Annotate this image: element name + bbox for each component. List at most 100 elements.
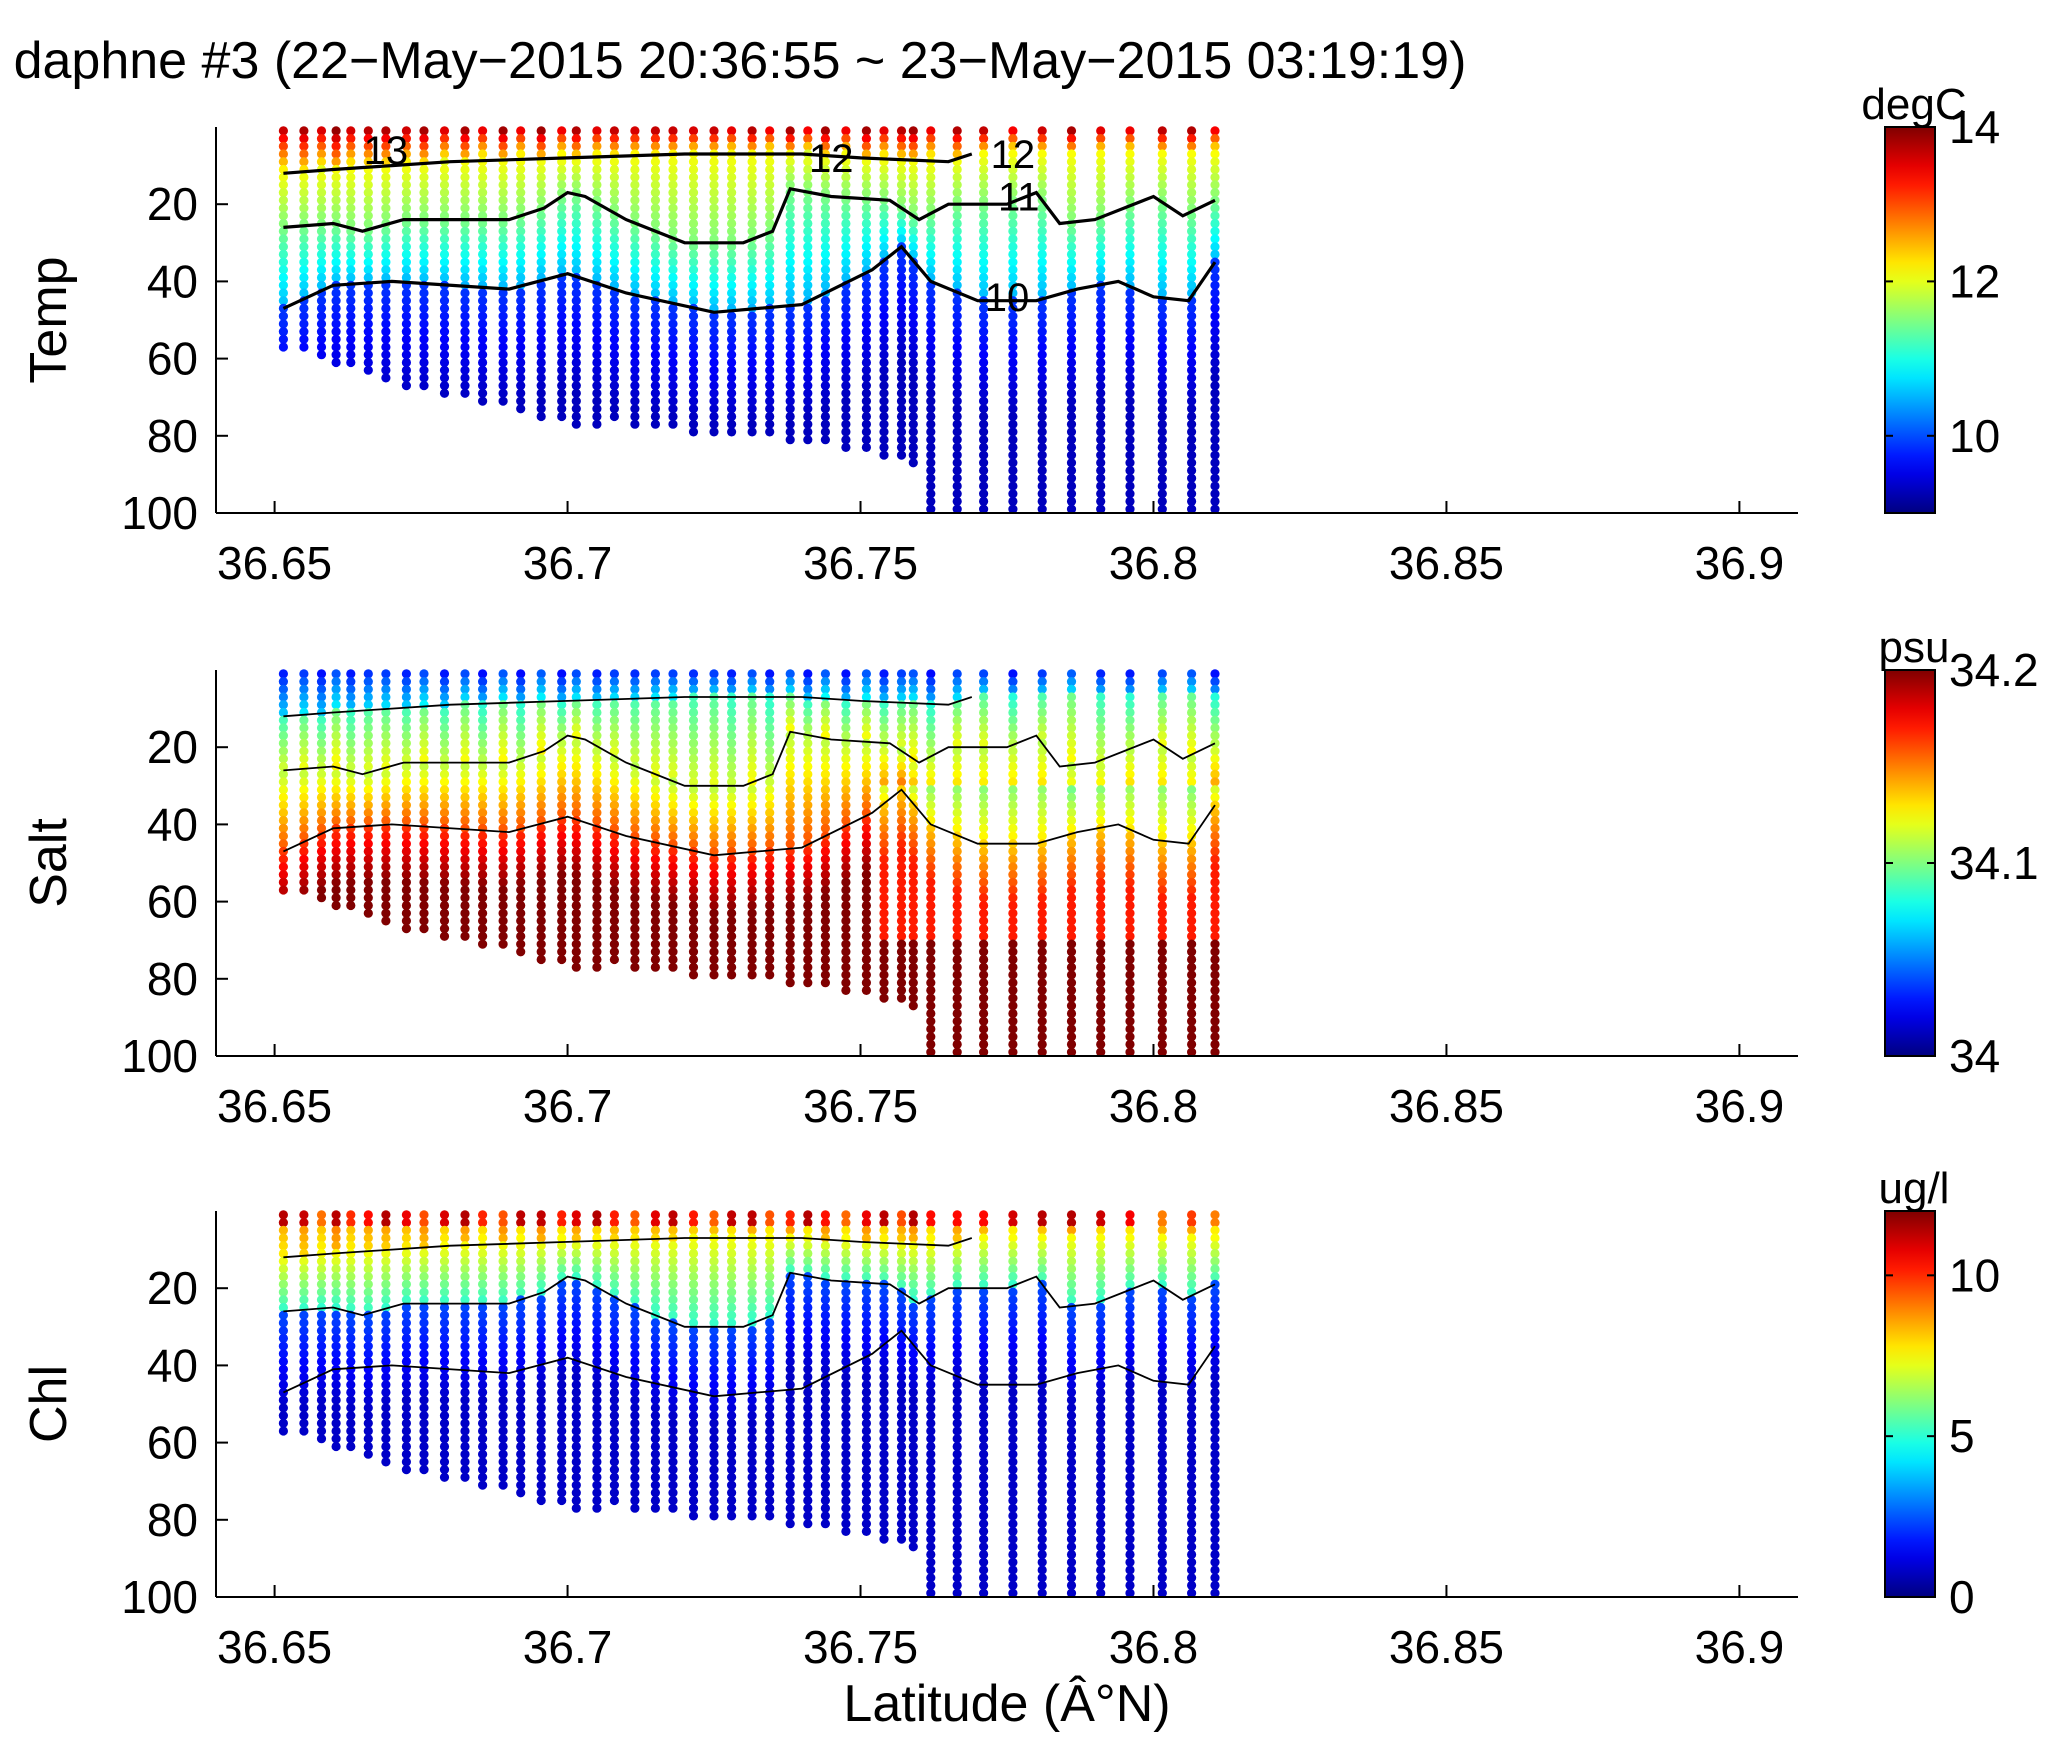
- data-point: [478, 265, 488, 275]
- data-point: [592, 365, 602, 375]
- data-point: [498, 319, 508, 329]
- data-point: [557, 404, 567, 414]
- data-point: [785, 365, 795, 375]
- data-point: [668, 249, 678, 259]
- data-point: [439, 342, 450, 352]
- data-point: [879, 411, 889, 422]
- data-point: [278, 234, 288, 244]
- data-point: [727, 265, 737, 275]
- data-point: [727, 427, 737, 437]
- data-point: [571, 157, 581, 167]
- data-point: [688, 427, 699, 437]
- data-point: [841, 365, 851, 375]
- data-point: [896, 126, 907, 136]
- data-point: [668, 188, 678, 198]
- data-point: [331, 134, 341, 144]
- data-point: [785, 242, 795, 252]
- data-point: [278, 327, 288, 337]
- data-point: [785, 350, 795, 360]
- colorbar-tick-label: 34.2: [1949, 644, 2039, 696]
- data-point: [536, 242, 546, 252]
- data-point: [401, 296, 411, 306]
- data-point: [278, 126, 288, 136]
- data-point: [592, 381, 602, 391]
- data-point: [536, 365, 546, 375]
- data-point: [650, 357, 661, 368]
- data-point: [439, 311, 450, 321]
- data-point: [861, 303, 872, 313]
- data-point: [401, 342, 411, 352]
- data-point: [278, 149, 288, 159]
- data-point: [439, 388, 450, 398]
- data-point: [688, 288, 699, 298]
- data-point: [536, 357, 546, 368]
- data-point: [609, 218, 620, 229]
- data-point: [908, 1001, 918, 1011]
- data-point: [557, 149, 567, 159]
- data-point: [803, 303, 813, 313]
- data-point: [747, 419, 757, 429]
- data-point: [516, 265, 526, 275]
- data-point: [896, 350, 907, 360]
- data-point: [557, 172, 567, 182]
- data-point: [363, 265, 373, 275]
- data-point: [747, 388, 757, 398]
- data-point: [861, 427, 872, 437]
- data-point: [571, 1503, 581, 1513]
- data-point: [299, 134, 309, 144]
- data-point: [478, 357, 488, 368]
- data-point: [571, 319, 581, 329]
- data-point: [688, 211, 699, 221]
- data-point: [331, 350, 341, 360]
- data-point: [896, 450, 907, 460]
- data-point: [709, 1511, 719, 1521]
- data-point: [630, 157, 640, 167]
- data-point: [803, 1519, 813, 1529]
- data-point: [896, 172, 907, 182]
- data-point: [908, 327, 918, 337]
- data-point: [908, 303, 918, 313]
- data-point: [316, 319, 327, 329]
- data-point: [785, 280, 795, 290]
- data-point: [557, 350, 567, 360]
- data-point: [381, 188, 391, 198]
- data-point: [478, 288, 488, 298]
- data-point: [785, 411, 795, 422]
- data-point: [879, 381, 889, 391]
- data-point: [439, 365, 450, 375]
- data-point: [536, 265, 546, 275]
- data-point: [381, 288, 391, 298]
- data-point: [363, 365, 373, 375]
- data-point: [785, 218, 795, 229]
- data-point: [668, 126, 678, 136]
- data-point: [668, 396, 678, 406]
- data-point: [879, 435, 889, 445]
- data-point: [879, 357, 889, 368]
- data-point: [516, 342, 526, 352]
- data-point: [688, 257, 699, 267]
- data-point: [331, 172, 341, 182]
- data-point: [346, 195, 356, 205]
- data-point: [419, 350, 429, 360]
- data-point: [896, 442, 907, 452]
- data-point: [861, 350, 872, 360]
- data-point: [439, 188, 450, 198]
- data-point: [516, 350, 526, 360]
- data-point: [381, 134, 391, 144]
- data-point: [536, 342, 546, 352]
- data-point: [820, 427, 831, 437]
- data-point: [747, 311, 757, 321]
- data-point: [841, 404, 851, 414]
- data-point: [516, 404, 526, 414]
- data-point: [498, 249, 508, 259]
- data-point: [727, 411, 737, 422]
- y-tick-label: 80: [147, 410, 198, 462]
- data-point: [419, 319, 429, 329]
- data-point: [516, 226, 526, 236]
- data-point: [896, 234, 907, 244]
- data-point: [331, 272, 341, 283]
- data-point: [841, 373, 851, 383]
- data-point: [516, 327, 526, 337]
- data-point: [688, 334, 699, 344]
- data-point: [841, 272, 851, 283]
